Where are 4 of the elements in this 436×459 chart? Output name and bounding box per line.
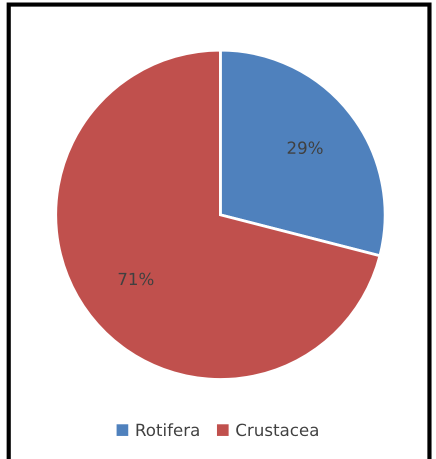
legend-label: Crustacea	[236, 424, 318, 436]
data-label: 29%	[288, 141, 323, 154]
data-label: 71%	[118, 272, 154, 286]
legend-label: Rotifera	[136, 423, 199, 436]
